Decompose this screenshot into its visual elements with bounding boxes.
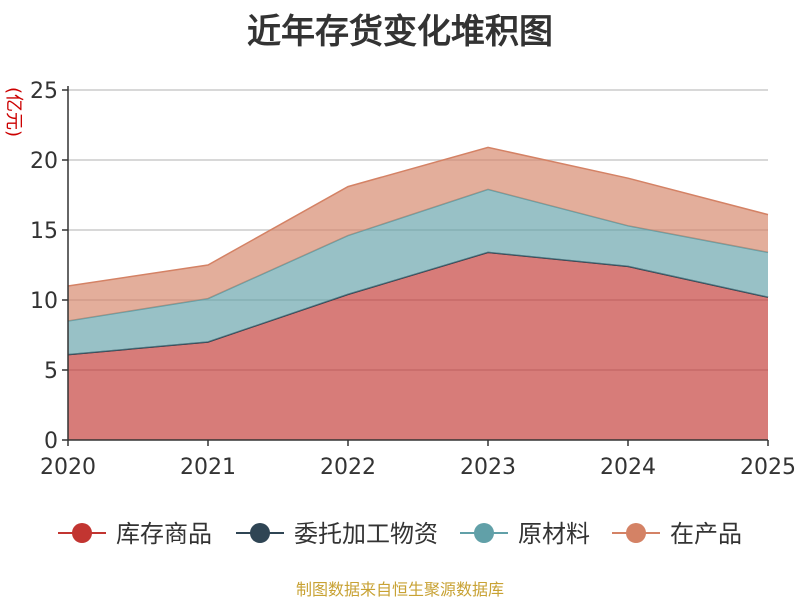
area-库存商品 [68,252,768,440]
x-tick-label: 2024 [600,455,656,480]
legend-marker [72,523,92,543]
legend-label: 原材料 [518,520,590,548]
legend-marker [626,523,646,543]
legend-label: 库存商品 [116,520,212,548]
x-tick-label: 2023 [460,455,516,480]
chart-title: 近年存货变化堆积图 [247,12,553,52]
x-tick-label: 2021 [180,455,236,480]
legend-marker [250,523,270,543]
y-tick-label: 0 [44,429,58,454]
y-tick-label: 10 [30,289,58,314]
x-tick-label: 2025 [740,455,796,480]
x-tick-label: 2020 [40,455,96,480]
legend-marker [474,523,494,543]
legend-label: 委托加工物资 [294,520,438,548]
y-tick-label: 25 [30,79,58,104]
area-layer [67,146,769,440]
y-tick-label: 15 [30,219,58,244]
legend-label: 在产品 [670,520,742,548]
source-note: 制图数据来自恒生聚源数据库 [295,580,504,599]
x-tick-label: 2022 [320,455,376,480]
series-line-在产品 [67,146,769,287]
legend: 库存商品 委托加工物资 原材料 在产品 [58,520,742,548]
y-tick-label: 20 [30,149,58,174]
y-axis-label: (亿元) [3,87,24,137]
area-原材料 [68,189,768,355]
area-在产品 [68,147,768,321]
y-tick-label: 5 [44,359,58,384]
